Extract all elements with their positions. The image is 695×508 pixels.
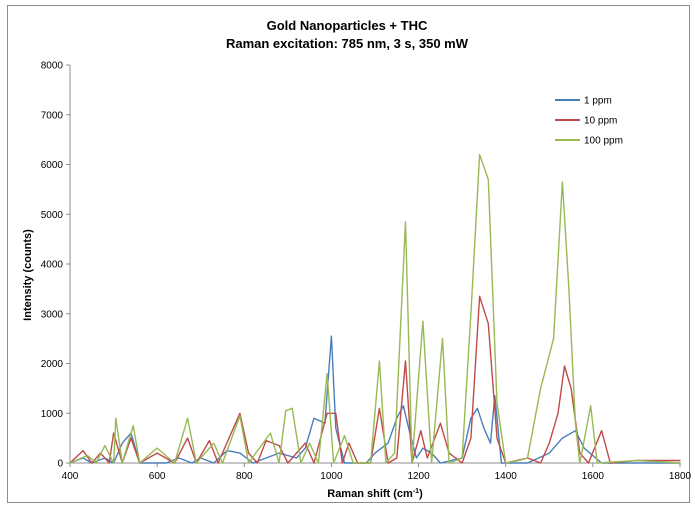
y-tick-label: 1000 bbox=[41, 409, 64, 420]
x-axis-title-main: Raman shift (cm bbox=[327, 488, 413, 500]
x-tick-label: 1200 bbox=[407, 471, 430, 482]
y-tick-label: 0 bbox=[57, 459, 63, 470]
x-tick-label: 1800 bbox=[669, 471, 692, 482]
y-axis-title: Intensity (counts) bbox=[22, 229, 34, 321]
x-axis-title: Raman shift (cm-1) bbox=[327, 488, 423, 500]
series-line-10-ppm bbox=[69, 295, 681, 464]
y-tick-label: 2000 bbox=[41, 359, 64, 370]
y-tick-label: 6000 bbox=[41, 160, 64, 171]
legend-label: 1 ppm bbox=[584, 96, 612, 107]
x-tick-label: 600 bbox=[149, 471, 166, 482]
legend-label: 10 ppm bbox=[584, 116, 617, 127]
y-tick-label: 3000 bbox=[41, 309, 64, 320]
legend-label: 100 ppm bbox=[584, 136, 623, 147]
chart-legend: 1 ppm 10 ppm 100 ppm bbox=[555, 96, 623, 147]
series-line-1-ppm bbox=[69, 335, 681, 464]
x-tick-label: 1000 bbox=[320, 471, 343, 482]
y-tick-label: 5000 bbox=[41, 210, 64, 221]
chart-title: Gold Nanoparticles + THC bbox=[267, 18, 428, 33]
x-axis-title-superscript: -1 bbox=[413, 488, 419, 495]
x-axis-title-end: ) bbox=[419, 488, 423, 500]
plot-area: 0 1000 2000 3000 4000 5000 6000 7000 8000 400 600 8… bbox=[41, 61, 692, 483]
y-tick-label: 8000 bbox=[41, 61, 64, 72]
chart-frame bbox=[7, 5, 690, 503]
x-tick-label: 800 bbox=[236, 471, 253, 482]
x-tick-label: 1600 bbox=[582, 471, 605, 482]
y-tick-label: 4000 bbox=[41, 260, 64, 271]
x-tick-label: 400 bbox=[62, 471, 79, 482]
series-line-100-ppm bbox=[69, 153, 681, 464]
x-tick-label: 1400 bbox=[495, 471, 518, 482]
chart-subtitle: Raman excitation: 785 nm, 3 s, 350 mW bbox=[226, 36, 469, 51]
y-tick-label: 7000 bbox=[41, 110, 64, 121]
